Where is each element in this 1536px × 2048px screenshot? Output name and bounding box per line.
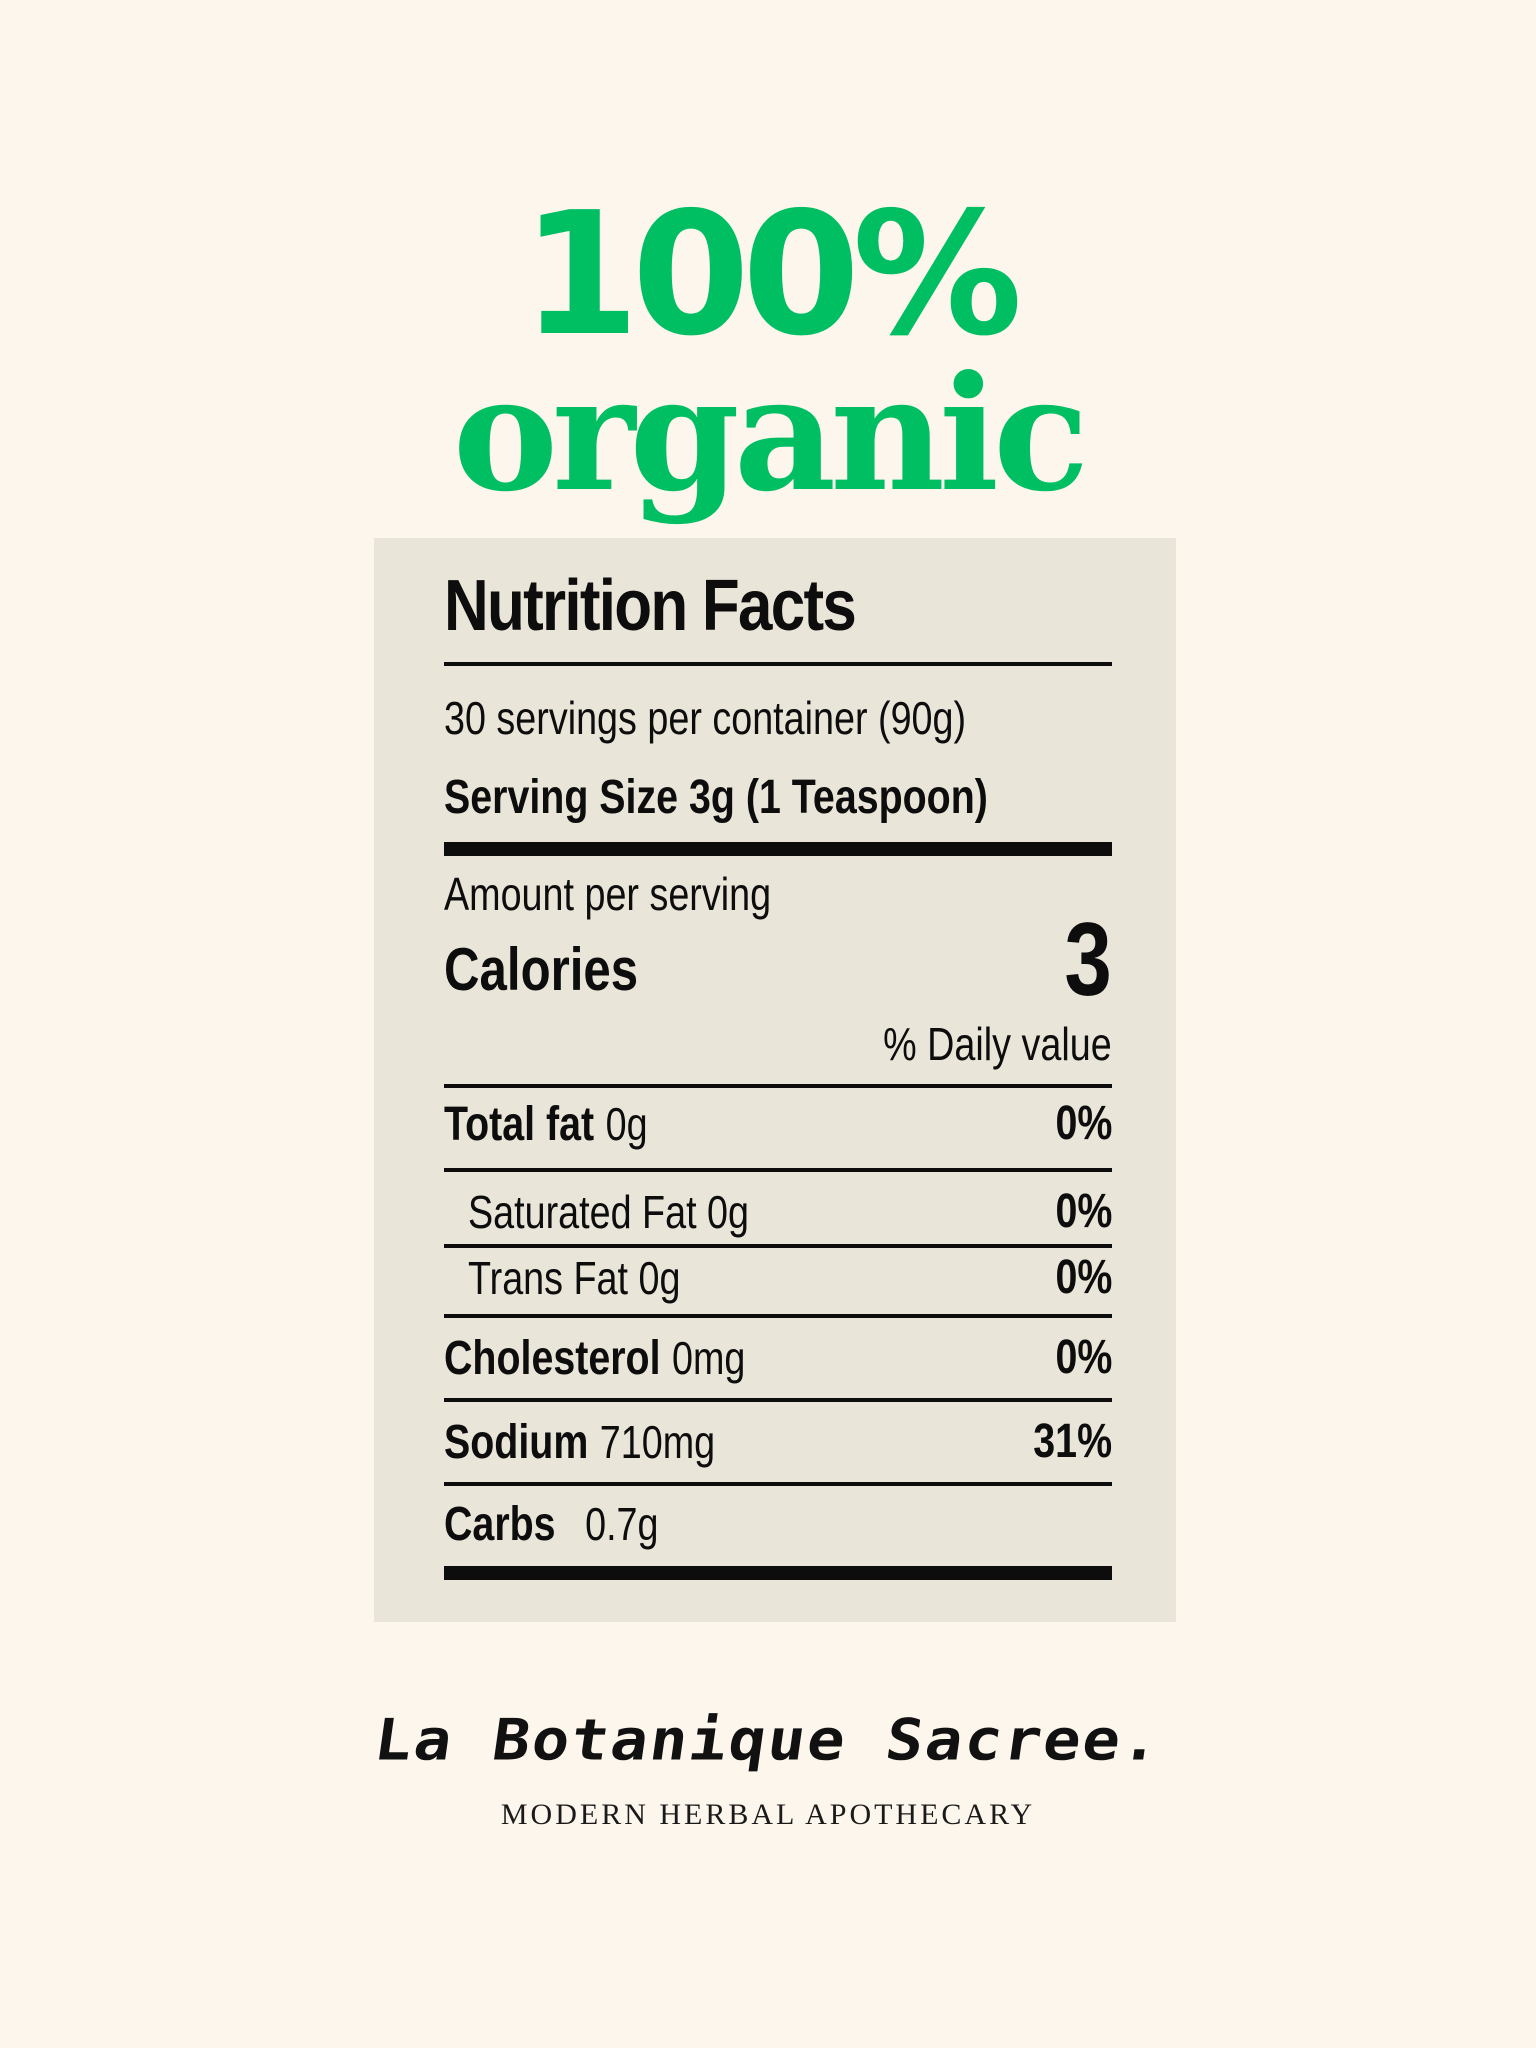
divider-row — [444, 1168, 1112, 1172]
nutrient-row-cholesterol: Cholesterol 0mg 0% — [444, 1328, 1112, 1388]
divider-thick — [444, 842, 1112, 856]
nutrient-name: Cholesterol — [444, 1332, 661, 1385]
nutrient-amount: 0g — [605, 1098, 648, 1150]
brand-logo: La Botanique Sacree. — [370, 1705, 1167, 1774]
nutrient-name: Sodium — [444, 1416, 589, 1469]
nutrient-row-carbs: Carbs 0.7g — [444, 1494, 1112, 1554]
divider-row — [444, 1084, 1112, 1088]
divider-thin — [444, 662, 1112, 666]
amount-per-serving: Amount per serving — [444, 868, 772, 920]
nutrient-amount: Saturated Fat 0g — [468, 1186, 749, 1238]
headline-percent: 100% — [521, 176, 1022, 374]
headline: 100% organic — [0, 176, 1536, 527]
nutrient-row-sodium: Sodium 710mg 31% — [444, 1412, 1112, 1472]
divider-row — [444, 1398, 1112, 1402]
brand-tagline: MODERN HERBAL APOTHECARY — [500, 1798, 1036, 1831]
calories-value: 3 — [1064, 902, 1112, 1018]
nutrient-row-trans-fat: Trans Fat 0g 0% — [444, 1248, 1112, 1308]
nutrition-facts-panel: Nutrition Facts 30 servings per containe… — [374, 538, 1176, 1622]
nutrient-amount: 710mg — [599, 1416, 716, 1468]
nutrient-percent: 0% — [1055, 1331, 1112, 1384]
nutrient-name: Carbs — [444, 1498, 556, 1551]
daily-value-header: % Daily value — [883, 1018, 1112, 1070]
nutrient-row-total-fat: Total fat 0g 0% — [444, 1094, 1112, 1154]
nutrient-amount: 0.7g — [585, 1498, 659, 1550]
nutrient-percent: 0% — [1055, 1185, 1112, 1238]
nutrient-row-saturated-fat: Saturated Fat 0g 0% — [444, 1182, 1112, 1242]
nutrient-percent: 31% — [1033, 1415, 1112, 1468]
divider-row — [444, 1482, 1112, 1486]
divider-thick-bottom — [444, 1566, 1112, 1580]
divider-row — [444, 1314, 1112, 1318]
calories-label: Calories — [444, 936, 639, 1003]
servings-per-container: 30 servings per container (90g) — [444, 692, 967, 744]
divider-row — [444, 1244, 1112, 1248]
brand-block: La Botanique Sacree. MODERN HERBAL APOTH… — [0, 1700, 1536, 1832]
headline-organic: organic — [452, 342, 1090, 527]
nutrient-amount: 0mg — [671, 1332, 746, 1384]
nutrient-name: Total fat — [444, 1098, 595, 1151]
nutrient-amount: Trans Fat 0g — [468, 1252, 681, 1304]
nutrition-title: Nutrition Facts — [444, 566, 857, 646]
nutrient-percent: 0% — [1055, 1251, 1112, 1304]
serving-size: Serving Size 3g (1 Teaspoon) — [444, 771, 988, 824]
nutrient-percent: 0% — [1055, 1097, 1112, 1150]
